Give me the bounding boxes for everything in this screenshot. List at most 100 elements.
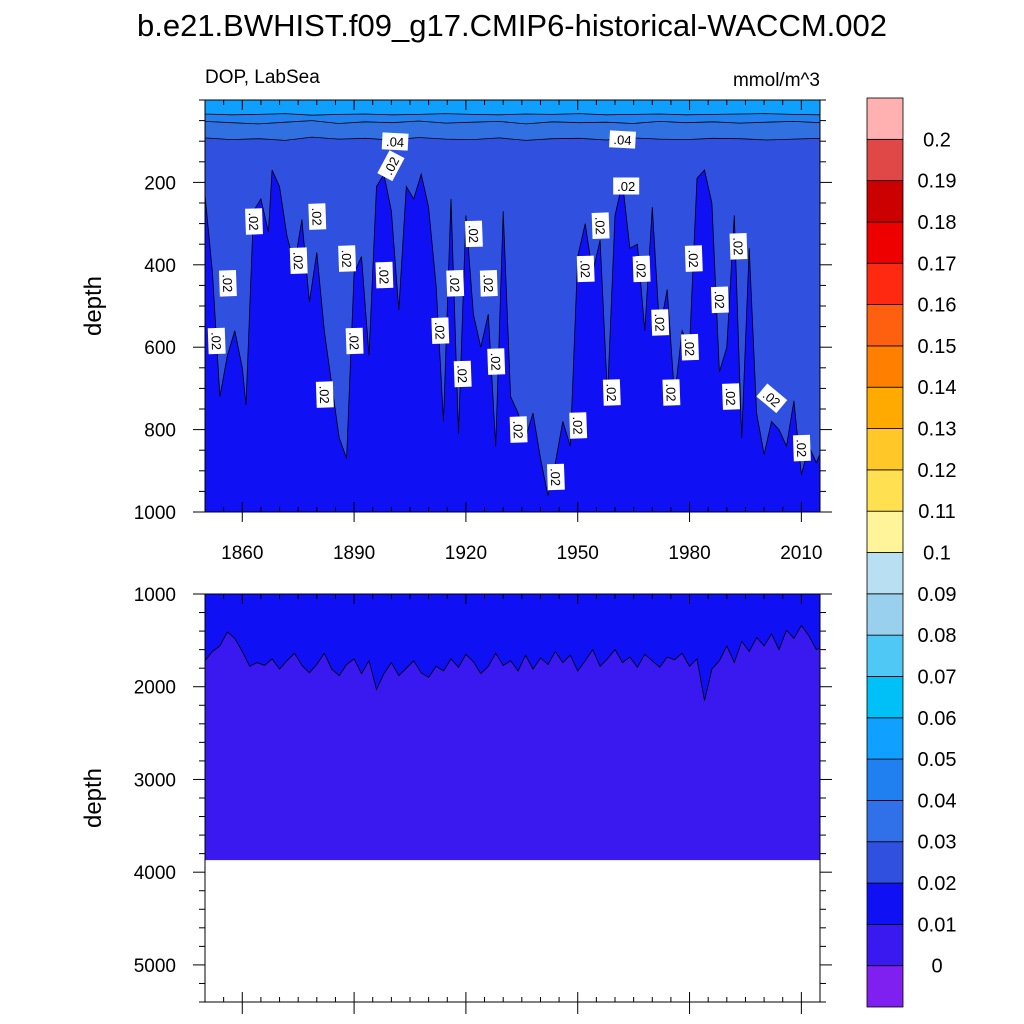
colorbar-label: 0.06 [918, 708, 957, 730]
contour-label-text: .02 [339, 249, 355, 268]
colorbar-swatch [866, 180, 904, 223]
contour-label-text: .02 [381, 154, 403, 177]
colorbar-label: 0 [931, 956, 942, 978]
y-tick-label: 800 [144, 421, 176, 442]
contour-label-box [576, 255, 595, 283]
contour-label-box [446, 269, 465, 297]
contour-label-text: .02 [685, 249, 701, 268]
colorbar-swatch [866, 386, 904, 429]
contour-label-box [375, 261, 394, 289]
colorbar-label: 0.03 [918, 832, 957, 854]
contour-label: .02 [375, 261, 394, 289]
colorbar-swatch [866, 593, 904, 636]
variable-label: DOP, LabSea [205, 67, 320, 88]
colorbar-label: 0.13 [918, 419, 957, 441]
contour-label-box [381, 132, 409, 151]
x-tick-label: 1920 [445, 543, 487, 564]
contour-label-box [207, 327, 226, 355]
contour-label: .02 [681, 333, 699, 361]
colorbar-swatch [866, 676, 904, 719]
y-tick-label: 5000 [134, 956, 176, 977]
contour-label: .02 [446, 269, 465, 297]
contour-label-box [453, 360, 472, 388]
contour-label-text: .04 [386, 134, 405, 150]
colorbar-swatch [866, 138, 904, 182]
lower-plot-area [205, 594, 820, 861]
colorbar-swatch [866, 923, 904, 967]
contour-label: .02 [569, 412, 588, 439]
colorbar-swatch [866, 841, 904, 884]
contour-label-box [308, 203, 327, 230]
contour-label-text: .02 [480, 274, 496, 293]
contour-label: .02 [613, 177, 640, 195]
lower-band-001-002 [205, 594, 820, 701]
contour-label: .02 [576, 255, 595, 283]
contour-label-text: .02 [454, 365, 470, 384]
contour-label-text: .02 [510, 420, 526, 439]
contour-label-text: .02 [309, 207, 325, 226]
contour-label: .02 [632, 255, 651, 283]
lower-y-axis-title: depth [80, 768, 107, 828]
contour-label: .02 [792, 434, 811, 462]
contour-label-text: .02 [712, 291, 728, 310]
contour-label: .02 [722, 383, 740, 410]
contour-label-text: .04 [613, 132, 632, 148]
contour-label-box [487, 348, 506, 375]
colorbar-swatch [866, 882, 904, 925]
contour-band-002 [205, 100, 820, 496]
contour-label-box [591, 212, 610, 239]
contour-label-box [479, 269, 498, 297]
contour-label: .02 [464, 220, 483, 248]
y-tick-label: 1000 [134, 503, 176, 524]
colorbar-swatch [866, 800, 904, 843]
contour-label-box [722, 383, 740, 410]
colorbar-swatch [866, 97, 904, 140]
colorbar-swatch [866, 634, 904, 677]
y-tick-label: 1000 [134, 585, 176, 606]
contour-label: .02 [479, 269, 498, 297]
contour-label: .04 [609, 130, 636, 149]
contour-label-box [464, 220, 483, 248]
contour-label-text: .02 [577, 260, 593, 279]
contour-label: .02 [710, 286, 729, 314]
x-tick-label: 1950 [557, 543, 599, 564]
contour-label-text: .02 [592, 216, 608, 235]
contour-label-box [684, 245, 703, 272]
colorbar-label: 0.18 [918, 212, 957, 234]
contour-label-box [681, 333, 699, 361]
colorbar-label: 0.07 [918, 666, 957, 688]
contour-label: .02 [218, 269, 237, 297]
colorbar-swatch [866, 965, 904, 1008]
colorbar: 0 0.01 0.02 0.03 0.04 0.05 0.06 0.07 0.08 0.09 0.1… [866, 97, 957, 1008]
colorbar-label: 0.11 [918, 501, 955, 523]
y-tick-label: 3000 [134, 770, 176, 791]
colorbar-label: 0.12 [918, 460, 957, 482]
y-tick-label: 200 [144, 173, 176, 194]
units-label: mmol/m^3 [733, 70, 820, 91]
contour-label-box [569, 412, 588, 439]
contour-label-box [662, 379, 681, 406]
contour-label-box [315, 381, 334, 408]
contour-label-text: .02 [617, 179, 635, 194]
contour-label: .02 [651, 309, 670, 336]
contour-label-text: .02 [663, 383, 679, 402]
y-tick-label: 400 [144, 256, 176, 277]
contour-label-box [729, 232, 748, 260]
contour-label: .02 [662, 379, 681, 406]
contour-label-box [632, 255, 651, 283]
x-tick-label: 1890 [333, 543, 375, 564]
colorbar-swatch [866, 262, 904, 305]
colorbar-label: 0.04 [918, 790, 957, 812]
colorbar-label: 0.15 [918, 336, 957, 358]
contour-label: .04 [381, 132, 409, 151]
contour-label: .02 [487, 348, 506, 375]
contour-label-text: .02 [682, 338, 698, 357]
contour-label-box [651, 309, 670, 336]
colorbar-swatch [866, 304, 904, 347]
upper-y-axis-title: depth [80, 276, 107, 336]
contour-label-box [546, 463, 565, 491]
contour-label: .02 [431, 317, 450, 344]
contour-label: .02 [315, 381, 334, 408]
upper-panel: .04 .04 .02 .02 .02 .02 .02 .02 .02 .02 .02 .02 .02.… [205, 100, 820, 512]
contour-label-box [377, 150, 405, 182]
